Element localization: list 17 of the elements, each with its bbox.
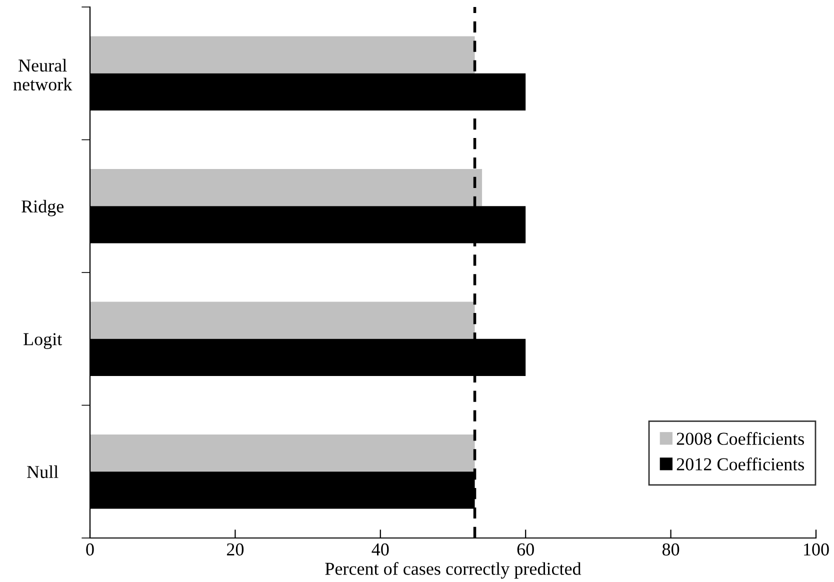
x-tick-label: 0 [86, 543, 94, 556]
bar [90, 168, 482, 206]
bar [90, 434, 475, 472]
x-tick-label: 20 [226, 543, 244, 556]
legend-label: 2008 Coefficients [676, 432, 804, 445]
bar [90, 36, 475, 74]
y-tick-label: Null [27, 465, 58, 478]
x-axis-title: Percent of cases correctly predicted [325, 562, 582, 579]
x-tick-label: 40 [372, 543, 389, 556]
y-tick-label: Ridge [22, 200, 64, 216]
legend-label: 2012 Coefficients [676, 458, 804, 470]
bar [90, 302, 475, 339]
x-tick-label: 60 [517, 543, 534, 556]
x-tick-label: 100 [804, 543, 829, 556]
y-tick-label: Neural network [13, 58, 72, 91]
x-tick-label: 80 [662, 543, 680, 556]
y-tick-label: Logit [24, 333, 62, 350]
